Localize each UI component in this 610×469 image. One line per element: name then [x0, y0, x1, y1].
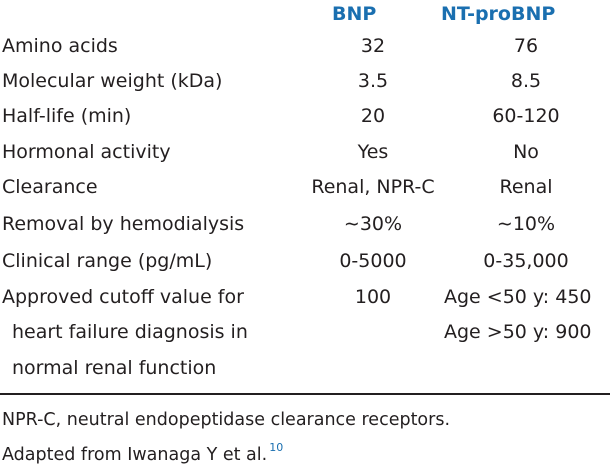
- footnote-source-text: Adapted from Iwanaga Y et al.: [2, 445, 268, 465]
- ntprobnp-value: Age <50 y: 450: [444, 286, 592, 308]
- row-label: Half-life (min): [2, 105, 132, 127]
- ntprobnp-value: 60-120: [492, 105, 560, 127]
- bnp-value: Yes: [357, 141, 389, 163]
- column-header-ntprobnp: NT-proBNP: [441, 3, 556, 25]
- row-label: Hormonal activity: [2, 141, 171, 163]
- row-label: Clearance: [2, 176, 98, 198]
- bnp-value: 3.5: [357, 70, 389, 92]
- table-row: Molecular weight (kDa) 3.5 8.5: [0, 63, 610, 99]
- table-row: Clearance Renal, NPR-C Renal: [0, 169, 610, 205]
- ntprobnp-value: No: [513, 141, 539, 163]
- row-label: Molecular weight (kDa): [2, 70, 223, 92]
- table-row: Hormonal activity Yes No: [0, 134, 610, 170]
- reference-number: 10: [269, 441, 284, 454]
- row-label-continuation: heart failure diagnosis in: [12, 321, 248, 343]
- bnp-value: Renal, NPR-C: [311, 176, 435, 198]
- table-row: Removal by hemodialysis ∼30% ∼10%: [0, 206, 610, 242]
- footnote-abbreviation: NPR-C, neutral endopeptidase clearance r…: [2, 410, 451, 430]
- ntprobnp-value: ∼10%: [496, 213, 556, 235]
- row-label: Clinical range (pg/mL): [2, 250, 213, 272]
- table-row: Amino acids 32 76: [0, 28, 610, 64]
- ntprobnp-value: 0-35,000: [483, 250, 569, 272]
- table-row: Half-life (min) 20 60-120: [0, 98, 610, 134]
- table-row: Clinical range (pg/mL) 0-5000 0-35,000: [0, 243, 610, 279]
- ntprobnp-value: Renal: [499, 176, 553, 198]
- bnp-value: 0-5000: [339, 250, 407, 272]
- table-row-continuation: Age >50 y: 900: [0, 314, 610, 350]
- bnp-value: 100: [354, 286, 392, 308]
- ntprobnp-value: 8.5: [510, 70, 542, 92]
- row-label: Amino acids: [2, 35, 118, 57]
- bnp-value: 20: [360, 105, 386, 127]
- row-label: Approved cutoff value for: [2, 286, 244, 308]
- bnp-value: ∼30%: [343, 213, 403, 235]
- bnp-value: 32: [360, 35, 386, 57]
- footnote-source: Adapted from Iwanaga Y et al. 10: [2, 434, 283, 469]
- ntprobnp-value: 76: [513, 35, 539, 57]
- column-header-bnp: BNP: [332, 3, 377, 25]
- row-label-continuation: normal renal function: [12, 357, 217, 379]
- ntprobnp-value-continuation: Age >50 y: 900: [444, 321, 592, 343]
- row-label: Removal by hemodialysis: [2, 213, 245, 235]
- table-bottom-rule: [0, 393, 610, 395]
- table-row: Approved cutoff value for 100 Age <50 y:…: [0, 279, 610, 315]
